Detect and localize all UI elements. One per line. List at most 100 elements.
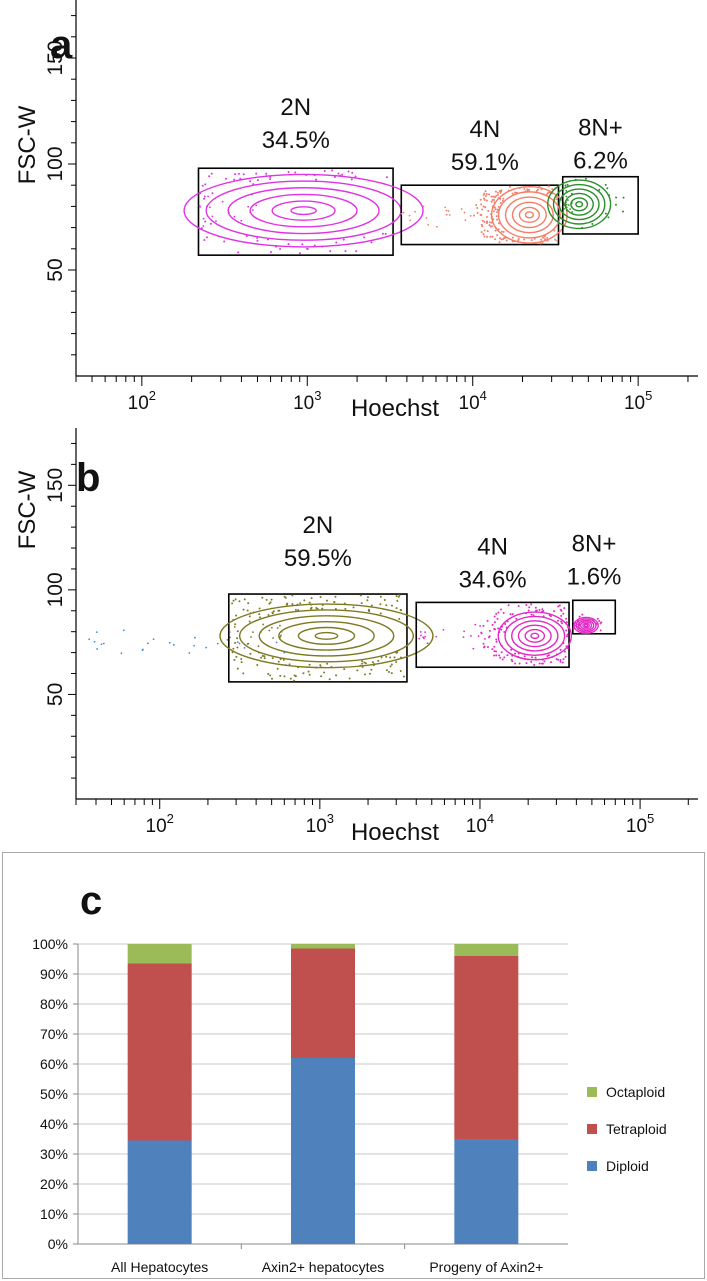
data-point bbox=[396, 599, 399, 602]
data-point bbox=[515, 617, 518, 620]
data-point bbox=[543, 235, 546, 238]
data-point bbox=[333, 600, 336, 603]
data-point bbox=[562, 642, 565, 645]
data-point bbox=[473, 214, 476, 217]
data-point bbox=[235, 655, 238, 658]
data-point bbox=[560, 614, 563, 617]
data-point bbox=[479, 198, 482, 201]
x-tick-label: 105 bbox=[624, 388, 652, 414]
data-point bbox=[279, 247, 282, 250]
data-point bbox=[388, 671, 391, 674]
data-point bbox=[303, 599, 306, 602]
data-point bbox=[495, 640, 498, 643]
data-point bbox=[200, 227, 203, 230]
data-point bbox=[204, 220, 207, 223]
data-point bbox=[366, 596, 369, 599]
data-point bbox=[408, 214, 411, 217]
data-point bbox=[491, 205, 494, 208]
x-tick-base: 10 bbox=[306, 816, 327, 837]
data-point bbox=[606, 187, 609, 190]
data-point bbox=[574, 624, 577, 627]
data-point bbox=[517, 239, 520, 242]
data-point bbox=[493, 210, 496, 213]
data-point bbox=[542, 236, 545, 239]
data-point bbox=[225, 177, 228, 180]
density-contour bbox=[524, 211, 535, 219]
data-point bbox=[319, 595, 322, 598]
data-point bbox=[297, 666, 300, 669]
y-tick-label: 50% bbox=[40, 1086, 68, 1102]
data-point bbox=[493, 615, 496, 618]
data-point bbox=[557, 605, 560, 608]
data-point bbox=[396, 651, 399, 654]
data-point bbox=[390, 604, 393, 607]
data-point bbox=[341, 173, 344, 176]
data-point bbox=[532, 614, 535, 617]
data-point bbox=[395, 660, 398, 663]
data-point bbox=[226, 639, 229, 641]
data-point bbox=[556, 619, 559, 622]
data-point bbox=[263, 657, 266, 660]
data-point bbox=[479, 624, 481, 627]
data-point bbox=[255, 172, 258, 175]
data-point bbox=[395, 595, 398, 598]
data-point bbox=[321, 607, 324, 610]
data-point bbox=[228, 631, 231, 633]
data-point bbox=[599, 629, 602, 632]
data-point bbox=[463, 211, 466, 214]
data-point bbox=[330, 666, 333, 669]
data-point bbox=[236, 630, 239, 633]
density-contour bbox=[227, 187, 380, 235]
y-axis-label: FSC-W bbox=[14, 105, 41, 184]
y-tick-label: 100% bbox=[32, 936, 68, 952]
data-point bbox=[498, 241, 501, 244]
data-point bbox=[476, 207, 479, 210]
data-point bbox=[337, 172, 340, 175]
data-point bbox=[236, 646, 239, 649]
data-point bbox=[491, 235, 494, 238]
data-point bbox=[252, 183, 255, 186]
data-point bbox=[488, 221, 491, 224]
data-point bbox=[275, 641, 278, 644]
data-point bbox=[102, 642, 105, 645]
data-point bbox=[306, 248, 309, 251]
gate-percent-label: 59.1% bbox=[451, 149, 519, 176]
data-point bbox=[325, 599, 328, 602]
data-point bbox=[250, 193, 253, 196]
data-point bbox=[294, 675, 297, 678]
data-point bbox=[249, 211, 252, 214]
data-point bbox=[523, 187, 526, 190]
data-point bbox=[294, 171, 297, 174]
data-point bbox=[570, 201, 573, 204]
data-point bbox=[209, 206, 211, 209]
data-point bbox=[256, 236, 259, 239]
data-point bbox=[383, 598, 386, 601]
data-point bbox=[246, 609, 249, 612]
data-point bbox=[503, 656, 506, 659]
data-point bbox=[236, 667, 239, 670]
data-point bbox=[573, 624, 576, 627]
density-contour bbox=[249, 193, 358, 228]
data-point bbox=[541, 658, 544, 661]
data-point bbox=[541, 610, 544, 613]
data-point bbox=[344, 607, 347, 610]
data-point bbox=[549, 615, 552, 618]
x-tick-exponent: 4 bbox=[480, 388, 487, 403]
data-point bbox=[370, 604, 373, 607]
data-point bbox=[313, 174, 316, 177]
data-point bbox=[427, 223, 430, 226]
data-point bbox=[207, 195, 209, 198]
data-point bbox=[272, 610, 275, 613]
data-point bbox=[565, 195, 568, 198]
legend-label: Diploid bbox=[606, 1158, 649, 1174]
data-point bbox=[487, 210, 490, 213]
flow-plot-b: 50 100 150 102 103 104 105 Hoechst FSC-W b 2N 59.5%… bbox=[0, 425, 707, 850]
data-point bbox=[289, 677, 292, 680]
data-point bbox=[204, 183, 207, 186]
data-point bbox=[577, 622, 580, 624]
x-tick-label: 103 bbox=[293, 388, 321, 414]
gate-box bbox=[561, 175, 639, 235]
data-point bbox=[476, 211, 479, 214]
gate-name-label: 4N bbox=[477, 533, 508, 560]
